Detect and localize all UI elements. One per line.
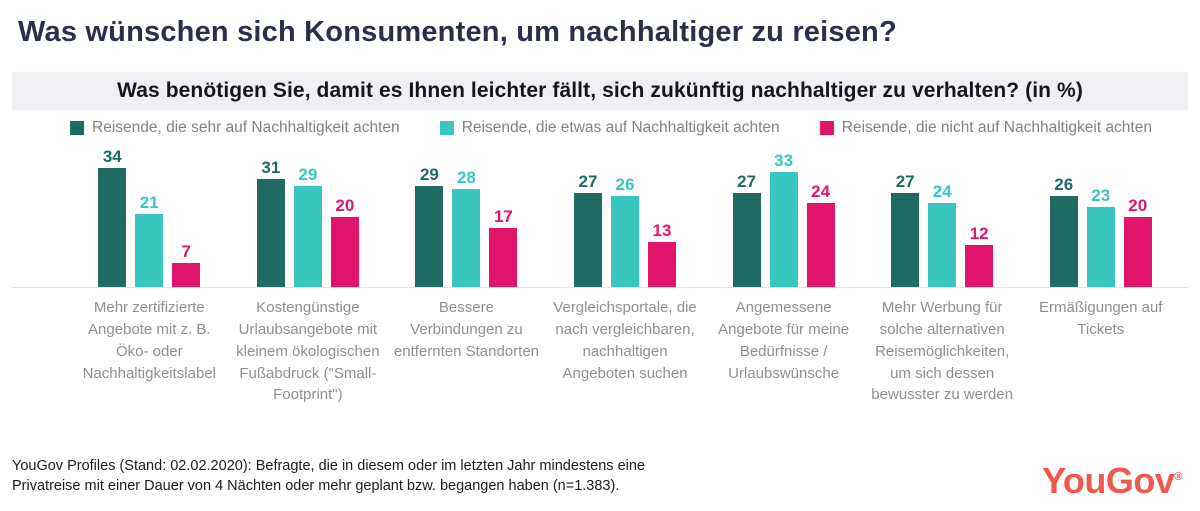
bar-value-label: 21 [139, 192, 159, 212]
bar-column: 26 [1049, 175, 1078, 288]
bar-group-5: 27 24 12 [863, 173, 1022, 288]
legend-item-1: Reisende, die etwas auf Nachhaltigkeit a… [439, 119, 780, 137]
bar-value-label: 27 [578, 171, 598, 191]
bar-column: 12 [965, 224, 994, 288]
legend-label: Reisende, die sehr auf Nachhaltigkeit ac… [92, 119, 400, 137]
category-label-1: Kostengünstige Urlaubsangebote mit klein… [236, 299, 380, 404]
category-label-5: Mehr Werbung für solche alternativen Rei… [871, 299, 1014, 404]
bar-value-label: 20 [335, 196, 355, 216]
bar-rect [330, 217, 359, 288]
bar-rect [98, 168, 127, 288]
bar-rect [611, 196, 640, 288]
bar-value-label: 13 [652, 220, 672, 240]
bar-value-label: 24 [811, 182, 831, 202]
bar-rect [574, 192, 603, 288]
bar-column: 23 [1086, 185, 1115, 288]
bar-value-label: 26 [615, 175, 635, 195]
bar-column: 29 [293, 164, 322, 288]
page-title: Was wünschen sich Konsumenten, um nachha… [18, 16, 897, 48]
bar-column: 17 [489, 206, 518, 288]
legend-label: Reisende, die etwas auf Nachhaltigkeit a… [461, 119, 780, 137]
bar-rect [769, 171, 798, 288]
x-axis-line [12, 287, 1188, 289]
bar-column: 24 [928, 182, 957, 288]
category-labels: Mehr zertifizierte Angebote mit z. B. Ök… [70, 297, 1180, 406]
yougov-logo: YouGov® [1042, 463, 1182, 499]
bar-group-1: 31 29 20 [229, 159, 388, 288]
bar-rect [965, 245, 994, 288]
bar-column: 27 [891, 171, 920, 288]
category-label-3: Vergleichsportale, die nach vergleichbar… [553, 299, 697, 382]
bar-column: 21 [135, 192, 164, 288]
category-label-6: Ermäßigungen auf Tickets [1039, 299, 1163, 339]
bar-value-label: 26 [1054, 175, 1074, 195]
bar-column: 27 [574, 171, 603, 288]
bar-rect [135, 213, 164, 288]
bar-group-2: 29 28 17 [387, 166, 546, 288]
bar-rect [891, 192, 920, 288]
bar-value-label: 24 [932, 182, 952, 202]
bar-rect [1086, 206, 1115, 288]
bar-rect [452, 189, 481, 288]
bar-column: 7 [172, 241, 201, 288]
legend-label: Reisende, die nicht auf Nachhaltigkeit a… [841, 119, 1152, 137]
category-label-2: Bessere Verbindungen zu entfernten Stand… [393, 299, 539, 360]
bar-rect [806, 203, 835, 288]
bars-row: 34 21 7 31 29 20 29 28 17 27 26 13 27 33 24 27 24 12 26 23 2… [70, 139, 1180, 288]
bar-column: 20 [330, 196, 359, 288]
bar-value-label: 20 [1128, 196, 1148, 216]
bar-column: 33 [769, 150, 798, 288]
source-note: YouGov Profiles (Stand: 02.02.2020): Bef… [12, 457, 645, 495]
bar-column: 26 [611, 175, 640, 288]
bar-group-3: 27 26 13 [546, 173, 705, 288]
category-label-0: Mehr zertifizierte Angebote mit z. B. Ök… [82, 299, 216, 382]
bar-column: 28 [452, 168, 481, 288]
bar-rect [1123, 217, 1152, 288]
legend-item-0: Reisende, die sehr auf Nachhaltigkeit ac… [70, 119, 400, 137]
bar-column: 24 [806, 182, 835, 288]
bar-rect [928, 203, 957, 288]
chart-legend: Reisende, die sehr auf Nachhaltigkeit ac… [70, 119, 1152, 137]
bar-value-label: 7 [181, 241, 192, 261]
bar-column: 29 [415, 164, 444, 288]
bar-column: 31 [256, 157, 285, 288]
bar-rect [172, 262, 201, 288]
bar-value-label: 27 [737, 171, 757, 191]
legend-item-2: Reisende, die nicht auf Nachhaltigkeit a… [819, 119, 1152, 137]
bar-column: 20 [1123, 196, 1152, 288]
bar-value-label: 31 [261, 157, 281, 177]
bar-value-label: 28 [456, 168, 476, 188]
question-banner: Was benötigen Sie, damit es Ihnen leicht… [12, 72, 1188, 111]
bar-value-label: 12 [969, 224, 989, 244]
bar-rect [256, 178, 285, 288]
bar-value-label: 29 [419, 164, 439, 184]
bar-rect [732, 192, 761, 288]
bar-rect [1049, 196, 1078, 288]
bar-value-label: 29 [298, 164, 318, 184]
bar-rect [293, 185, 322, 288]
bar-group-6: 26 23 20 [1021, 175, 1180, 288]
category-label-4: Angemessene Angebote für meine Bedürfnis… [718, 299, 850, 382]
bar-chart: 34 21 7 31 29 20 29 28 17 27 26 13 27 33 24 27 24 12 26 23 2… [70, 139, 1180, 288]
bar-value-label: 34 [102, 147, 122, 167]
question-text: Was benötigen Sie, damit es Ihnen leicht… [117, 79, 1083, 103]
bar-group-4: 27 33 24 [704, 152, 863, 288]
yougov-logo-text: YouGov [1042, 460, 1175, 501]
bar-column: 34 [98, 147, 127, 288]
bar-value-label: 17 [493, 206, 513, 226]
bar-group-0: 34 21 7 [70, 147, 229, 288]
legend-swatch-icon [819, 121, 834, 136]
bar-rect [648, 241, 677, 288]
bar-rect [415, 185, 444, 288]
bar-rect [489, 227, 518, 288]
bar-value-label: 23 [1091, 185, 1111, 205]
bar-column: 13 [648, 220, 677, 288]
bar-value-label: 33 [774, 150, 794, 170]
legend-swatch-icon [439, 121, 454, 136]
registered-trademark-icon: ® [1174, 471, 1182, 483]
bar-value-label: 27 [895, 171, 915, 191]
legend-swatch-icon [70, 121, 84, 136]
bar-column: 27 [732, 171, 761, 288]
